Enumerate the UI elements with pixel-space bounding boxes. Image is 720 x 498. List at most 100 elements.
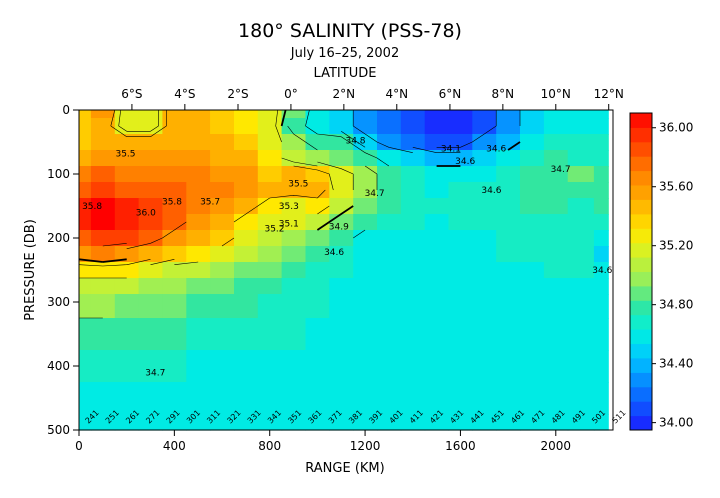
contour-label: 34.6: [486, 144, 506, 154]
field-cell: [210, 150, 235, 167]
field-cell: [210, 166, 235, 183]
field-cell: [257, 182, 283, 199]
field-cell: [424, 134, 450, 151]
field-cell: [79, 318, 92, 351]
field-cell: [210, 414, 235, 431]
contour-line: [305, 109, 390, 239]
field-cell: [234, 278, 259, 295]
x-axis-label: RANGE (KM): [305, 461, 384, 476]
field-cell: [567, 182, 595, 199]
field-cell: [210, 230, 235, 247]
field-cell: [90, 278, 116, 295]
field-cell: [593, 382, 609, 415]
field-cell: [543, 246, 569, 263]
field-cell: [448, 414, 473, 431]
colorbar-band: [630, 343, 652, 359]
field-cell: [424, 150, 450, 167]
field-cell: [377, 110, 402, 119]
field-cell: [400, 110, 426, 119]
field-cell: [186, 246, 211, 263]
field-cell: [424, 246, 450, 263]
contour-line: [118, 109, 334, 265]
field-cell: [79, 110, 92, 119]
field-cell: [186, 382, 211, 415]
field-cell: [400, 214, 426, 231]
field-cell: [234, 414, 259, 431]
y-tick-label: 400: [47, 359, 70, 373]
field-cell: [448, 198, 473, 215]
field-cell: [186, 118, 211, 135]
colorbar-band: [630, 401, 652, 417]
field-cell: [377, 230, 402, 247]
field-cell: [448, 230, 473, 247]
y-axis-label: PRESSURE (DB): [23, 219, 38, 321]
contour-line: [78, 109, 326, 267]
field-cell: [520, 318, 545, 351]
field-cell: [162, 134, 187, 151]
colorbar-band: [630, 358, 652, 373]
field-cell: [138, 110, 163, 119]
contour-label: 35.5: [115, 150, 135, 160]
field-cell: [114, 262, 140, 279]
colorbar-band: [630, 386, 652, 402]
contour-label: 34.6: [592, 266, 612, 276]
field-cell: [281, 166, 306, 183]
field-cell: [567, 246, 595, 263]
field-cell: [400, 278, 426, 295]
field-cell: [257, 166, 283, 183]
colorbar-band: [630, 329, 652, 344]
field-cell: [400, 150, 426, 167]
field-cell: [567, 230, 595, 247]
field-cell: [520, 198, 545, 215]
field-cell: [593, 118, 609, 135]
field-cell: [90, 382, 116, 415]
field-cell: [377, 318, 402, 351]
field-cell: [79, 166, 92, 183]
field-cell: [520, 246, 545, 263]
field-cell: [234, 382, 259, 415]
chart-title: 180° SALINITY (PSS-78): [238, 20, 462, 42]
field-cell: [114, 214, 140, 231]
field-cell: [138, 294, 163, 319]
contour-line: [341, 131, 366, 148]
field-cell: [281, 318, 306, 351]
field-cell: [543, 118, 569, 135]
x-tick-label: 400: [163, 439, 186, 453]
field-cell: [448, 278, 473, 295]
field-cell: [520, 118, 545, 135]
field-cell: [543, 134, 569, 151]
field-cell: [400, 198, 426, 215]
lat-tick-label: 12°N: [594, 87, 624, 101]
field-cell: [114, 150, 140, 167]
field-cell: [448, 294, 473, 319]
contour-label: 35.5: [288, 180, 308, 190]
field-cell: [162, 118, 187, 135]
colorbar-band: [630, 314, 652, 330]
field-cell: [448, 382, 473, 415]
field-cell: [305, 414, 330, 431]
field-cell: [496, 214, 521, 231]
x-tick-label: 1200: [350, 439, 381, 453]
field-cell: [138, 214, 163, 231]
field-cell: [567, 150, 595, 167]
lat-tick-label: 4°S: [174, 87, 195, 101]
field-cell: [377, 262, 402, 279]
field-cell: [281, 198, 306, 215]
field-cell: [424, 110, 450, 119]
field-cell: [281, 182, 306, 199]
colorbar-band: [630, 170, 652, 186]
lat-tick-label: 0°: [284, 87, 298, 101]
field-cell: [210, 118, 235, 135]
x-tick-label: 2000: [541, 439, 572, 453]
contour-line: [126, 221, 187, 249]
field-cell: [424, 118, 450, 135]
field-cell: [593, 166, 609, 183]
field-cell: [234, 214, 259, 231]
colorbar-band: [630, 199, 652, 215]
field-cell: [520, 294, 545, 319]
field-cell: [543, 350, 569, 383]
field-cell: [353, 118, 378, 135]
field-cell: [138, 350, 163, 383]
field-cell: [79, 294, 92, 319]
